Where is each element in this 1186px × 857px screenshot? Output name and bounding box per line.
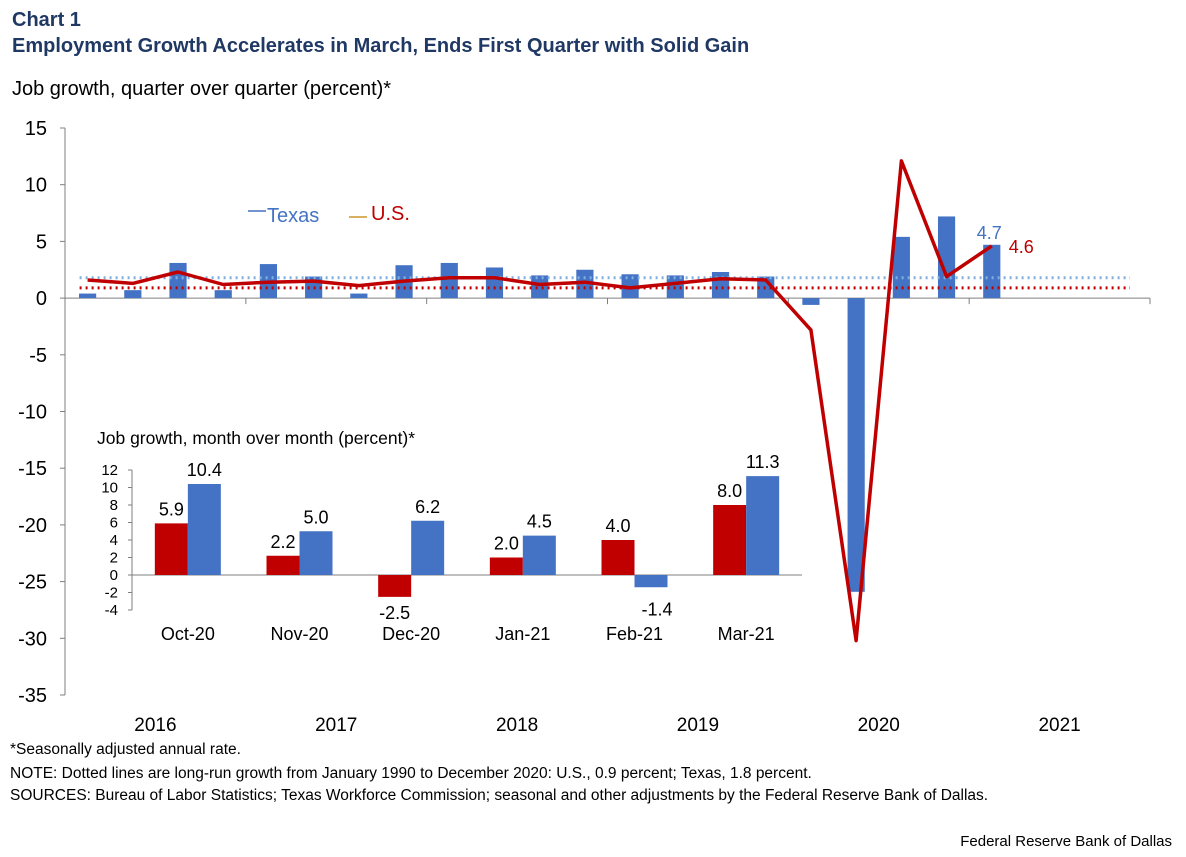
y-tick-label: 15 — [25, 118, 47, 140]
inset-texas-value-label: 6.2 — [415, 497, 440, 517]
texas-bar — [169, 262, 187, 299]
inset-y-tick-label: 6 — [110, 515, 118, 532]
texas-bar — [802, 298, 820, 305]
inset-y-tick-label: 12 — [101, 462, 118, 479]
inset-texas-bar — [634, 575, 668, 588]
inset-y-tick-label: 4 — [110, 532, 118, 549]
us-end-label: 4.6 — [1009, 237, 1034, 257]
x-tick-label-year: 2021 — [1038, 715, 1080, 736]
footnote-note: NOTE: Dotted lines are long-run growth f… — [10, 765, 812, 782]
inset-category-label: Jan-21 — [495, 624, 550, 644]
texas-bar — [214, 290, 232, 299]
texas-bar — [757, 276, 775, 299]
texas-end-label: 4.7 — [977, 223, 1002, 243]
inset-us-bar — [378, 575, 412, 597]
inset-y-tick-label: 10 — [101, 480, 118, 497]
texas-bar — [485, 267, 504, 299]
y-tick-label: -30 — [18, 628, 47, 650]
inset-texas-value-label: 4.5 — [527, 512, 552, 532]
footnote-seasonal: *Seasonally adjusted annual rate. — [10, 741, 241, 758]
inset-us-value-label: 5.9 — [159, 499, 184, 519]
y-tick-label: 0 — [36, 288, 47, 310]
inset-texas-bar — [746, 476, 780, 575]
inset-us-bar — [266, 555, 300, 575]
credit-text: Federal Reserve Bank of Dallas — [960, 833, 1172, 850]
inset-texas-bar — [411, 520, 445, 575]
inset-texas-value-label: 11.3 — [746, 452, 780, 472]
x-tick-label-year: 2016 — [134, 715, 176, 736]
inset-us-value-label: 4.0 — [605, 516, 630, 536]
y-tick-label: -25 — [18, 572, 47, 594]
inset-category-label: Mar-21 — [718, 624, 775, 644]
inset-us-bar — [713, 505, 747, 575]
inset-y-tick-label: 8 — [110, 497, 118, 514]
texas-bar — [79, 293, 97, 299]
inset-us-value-label: 2.2 — [270, 532, 295, 552]
inset-texas-bar — [522, 535, 556, 575]
inset-title: Job growth, month over month (percent)* — [97, 428, 415, 448]
x-tick-label-year: 2019 — [677, 715, 719, 736]
texas-bar — [124, 290, 142, 299]
inset-texas-value-label: 10.4 — [187, 460, 222, 480]
chart-title: Employment Growth Accelerates in March, … — [12, 35, 750, 57]
inset-us-value-label: 8.0 — [717, 481, 742, 501]
legend-texas-label: Texas — [267, 205, 319, 227]
y-tick-label: 5 — [36, 231, 47, 253]
inset-category-label: Feb-21 — [606, 624, 663, 644]
inset-plot: Job growth, month over month (percent)* 1… — [97, 428, 802, 644]
inset-y-tick-label: 2 — [110, 550, 118, 567]
inset-y-tick-label: 0 — [110, 567, 118, 584]
inset-us-bar — [489, 557, 523, 575]
y-tick-label: -20 — [18, 515, 47, 537]
inset-category-label: Dec-20 — [382, 624, 440, 644]
texas-bar — [983, 244, 1001, 299]
us-line — [87, 159, 993, 643]
x-tick-label-year: 2020 — [858, 715, 900, 736]
inset-y-tick-label: -4 — [105, 602, 118, 619]
texas-bar — [440, 262, 458, 299]
inset-category-label: Oct-20 — [161, 624, 215, 644]
y-tick-label: -5 — [29, 345, 47, 367]
texas-bar — [892, 236, 910, 299]
texas-bar — [531, 275, 549, 299]
legend-us-label: U.S. — [371, 203, 410, 225]
inset-category-label: Nov-20 — [270, 624, 328, 644]
chart-label: Chart 1 — [12, 9, 81, 31]
y-tick-label: -35 — [18, 685, 47, 707]
y-axis-label: Job growth, quarter over quarter (percen… — [12, 78, 392, 100]
inset-us-bar — [154, 523, 188, 575]
inset-texas-bar — [187, 484, 221, 575]
inset-texas-value-label: 5.0 — [303, 507, 328, 527]
texas-bar — [847, 298, 865, 592]
x-tick-label-year: 2018 — [496, 715, 538, 736]
footnote-sources: SOURCES: Bureau of Labor Statistics; Tex… — [10, 787, 989, 804]
inset-us-bar — [601, 540, 635, 575]
y-tick-label: -15 — [18, 458, 47, 480]
y-tick-label: 10 — [25, 175, 47, 197]
y-tick-label: -10 — [18, 402, 47, 424]
texas-bar — [350, 293, 368, 299]
inset-texas-value-label: -1.4 — [641, 599, 672, 619]
x-tick-label-year: 2017 — [315, 715, 357, 736]
texas-bar — [711, 272, 730, 299]
inset-texas-bar — [299, 531, 333, 575]
inset-us-value-label: 2.0 — [494, 534, 519, 554]
inset-us-value-label: -2.5 — [379, 603, 410, 623]
inset-y-tick-label: -2 — [105, 585, 118, 602]
